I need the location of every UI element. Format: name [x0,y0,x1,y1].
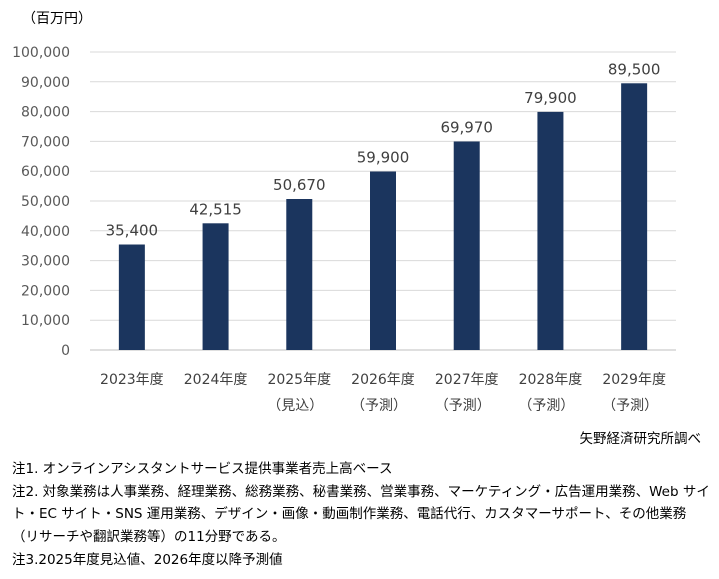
data-label: 89,500 [608,60,661,78]
y-tick-label: 90,000 [21,75,70,91]
x-tick-label: 2025年度 [267,372,331,388]
y-tick-label: 100,000 [12,45,70,61]
x-tick-label: 2024年度 [184,372,248,388]
bar [286,199,313,350]
x-tick-label: 2026年度 [351,372,415,388]
unit-label: （百万円） [22,11,92,27]
x-tick-label: 2023年度 [100,372,164,388]
y-tick-label: 20,000 [21,283,70,299]
x-tick-sublabel: （見込） [267,398,323,414]
x-tick-label: 2029年度 [602,372,666,388]
bar [453,141,480,350]
data-label: 59,900 [357,148,410,166]
y-tick-label: 0 [61,343,70,359]
bar-chart: 0 10,000 20,000 30,000 40,000 50,000 60,000 70,… [12,45,676,414]
bar [202,223,229,350]
source-label: 矢野経済研究所調べ [579,431,702,447]
x-tick-sublabel: （予測） [602,398,658,414]
y-tick-label: 40,000 [21,224,70,240]
y-tick-label: 80,000 [21,105,70,121]
data-label: 69,970 [440,118,493,136]
data-label: 35,400 [106,222,159,240]
x-tick-label: 2028年度 [519,372,583,388]
data-label: 79,900 [524,89,577,107]
note-1: 注1. オンラインアシスタントサービス提供事業者売上高ベース [12,461,393,477]
bar [370,171,396,350]
x-tick-sublabel: （予測） [351,398,407,414]
y-tick-label: 50,000 [21,194,70,210]
note-2: 注2. 対象業務は人事業務、経理業務、総務業務、秘書業務、営業事務、マーケティン… [12,483,710,546]
data-label: 42,515 [189,200,242,218]
bar [537,111,564,350]
y-tick-label: 30,000 [21,254,70,270]
bar [621,83,648,350]
notes: 注1. オンラインアシスタントサービス提供事業者売上高ベース 注2. 対象業務は… [12,458,712,572]
x-tick-sublabel: （予測） [518,398,574,414]
data-label: 50,670 [273,176,326,194]
bar [118,244,145,350]
y-tick-label: 70,000 [21,134,70,150]
y-tick-label: 60,000 [21,164,70,180]
note-3: 注3.2025年度見込値、2026年度以降予測値 [12,551,283,568]
y-tick-label: 10,000 [21,313,70,329]
x-tick-label: 2027年度 [435,372,499,388]
x-tick-sublabel: （予測） [435,398,491,414]
